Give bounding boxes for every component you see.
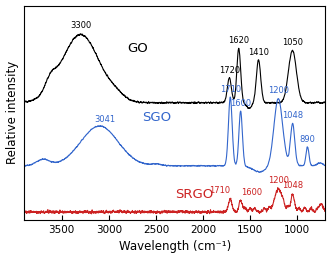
Text: GO: GO [128,42,148,55]
Text: 1710: 1710 [209,186,230,195]
X-axis label: Wavelength (cm⁻¹): Wavelength (cm⁻¹) [118,240,231,254]
Text: 1050: 1050 [282,38,303,47]
Text: 1200: 1200 [268,176,289,185]
Text: 1720: 1720 [219,66,240,75]
Text: 1620: 1620 [228,36,249,45]
Text: 1600: 1600 [230,99,251,108]
Text: SGO: SGO [142,111,171,124]
Text: 1410: 1410 [248,48,269,57]
Y-axis label: Relative intensity: Relative intensity [6,61,19,164]
Text: 1710: 1710 [220,85,241,94]
Text: 1048: 1048 [282,181,303,190]
Text: 3041: 3041 [94,115,116,124]
Text: 1600: 1600 [241,188,262,197]
Text: 1048: 1048 [282,111,303,120]
Text: 1200: 1200 [268,87,289,95]
Text: 3300: 3300 [70,21,91,30]
Text: 890: 890 [300,135,315,144]
Text: SRGO: SRGO [175,188,213,201]
